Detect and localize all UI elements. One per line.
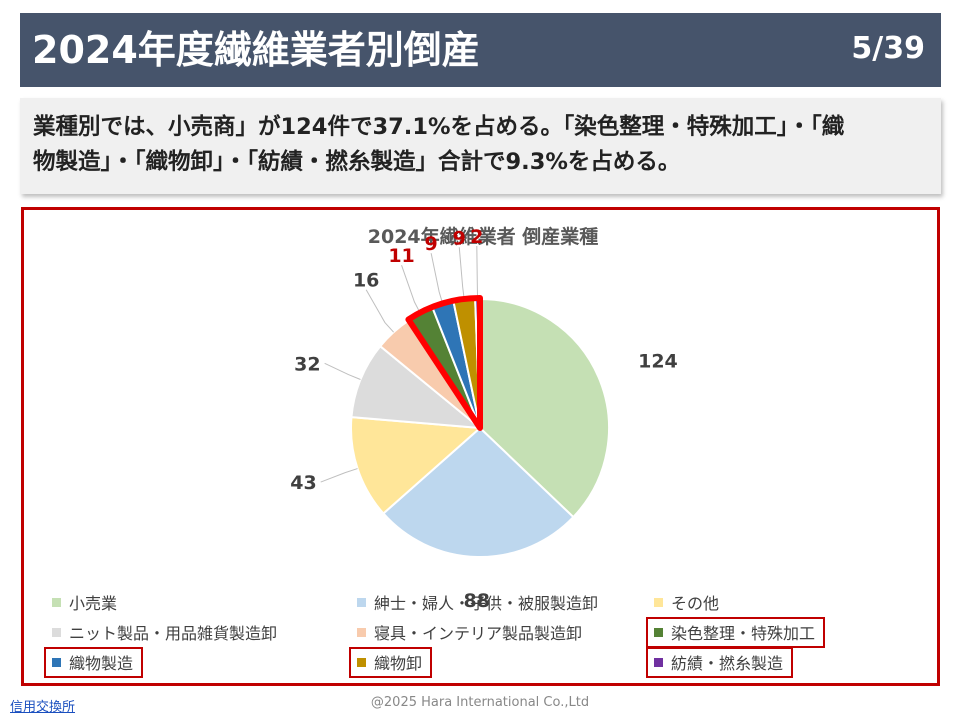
legend-item: 小売業: [52, 590, 117, 614]
page-number: 5/39: [851, 31, 925, 66]
legend-label: 小売業: [69, 594, 118, 613]
leader-line: [320, 468, 358, 483]
legend-swatch: [654, 597, 663, 607]
legend-swatch: [654, 627, 663, 637]
pie-slice: [479, 297, 610, 519]
title-bar: 2024年度繊維業者別倒産 5/39: [20, 13, 941, 87]
leader-line: [324, 362, 361, 380]
legend-swatch: [357, 627, 366, 637]
chart-title: 2024年繊維業者 倒産業種: [368, 225, 599, 248]
leader-line: [365, 289, 394, 333]
legend-item: 寝具・インテリア製品製造卸: [357, 620, 582, 644]
data-label: 9: [425, 233, 438, 255]
data-label: 2: [470, 226, 483, 248]
legend-item: 染色整理・特殊加工: [654, 620, 815, 644]
legend-swatch: [357, 597, 366, 607]
data-label: 9: [453, 227, 466, 249]
summary-line-1: 業種別では、小売商」が124件で37.1%を占める。「染色整理・特殊加工」・「織: [33, 114, 845, 140]
legend-swatch: [357, 657, 366, 667]
page-title: 2024年度繊維業者別倒産: [32, 28, 480, 72]
legend-label: 織物卸: [374, 654, 423, 673]
legend-label: その他: [671, 594, 720, 613]
legend-swatch: [52, 597, 61, 607]
legend-swatch: [52, 627, 61, 637]
pie-slice: [381, 426, 575, 558]
legend-item: ニット製品・用品雑貨製造卸: [52, 620, 277, 644]
legend-highlight-box: [646, 647, 793, 678]
source-link[interactable]: 信用交換所: [10, 700, 76, 715]
summary-box: 業種別では、小売商」が124件で37.1%を占める。「染色整理・特殊加工」・「織…: [20, 98, 941, 194]
legend-highlight-box: [44, 647, 143, 678]
copyright: @2025 Hara International Co.,Ltd: [370, 695, 590, 710]
legend-label: ニット製品・用品雑貨製造卸: [69, 624, 278, 643]
legend-label: 染色整理・特殊加工: [671, 624, 816, 643]
legend-item: 織物製造: [52, 650, 133, 674]
leader-line: [476, 246, 479, 300]
summary-text: 業種別では、小売商」が124件で37.1%を占める。「染色整理・特殊加工」・「織…: [33, 110, 933, 180]
data-label: 11: [388, 245, 414, 267]
leader-line: [401, 265, 421, 314]
data-label: 88: [464, 590, 490, 612]
data-label: 16: [353, 270, 379, 292]
pie-slice: [350, 344, 484, 430]
leader-line: [430, 253, 444, 305]
legend-item: 紳士・婦人・子供・被服製造卸: [357, 590, 598, 614]
chart-frame: 2024年繊維業者 倒産業種 124 88 43 32 16 11 9 9 2 小売業 紳士・婦人…: [21, 207, 940, 686]
legend-item: 織物卸: [357, 650, 422, 674]
legend-swatch: [52, 657, 61, 667]
data-label: 43: [290, 472, 316, 494]
legend-label: 紡績・撚糸製造: [671, 654, 784, 673]
legend-highlight-box: [646, 617, 825, 648]
legend-highlight-box: [349, 647, 432, 678]
legend-label: 紳士・婦人・子供・被服製造卸: [374, 594, 599, 613]
legend-item: その他: [654, 590, 719, 614]
legend-item: 紡績・撚糸製造: [654, 650, 783, 674]
legend-label: 織物製造: [69, 654, 134, 673]
summary-line-2: 物製造」・「織物卸」・「紡績・撚糸製造」合計で9.3%を占める。: [33, 149, 681, 175]
data-label: 124: [638, 350, 678, 372]
leader-line: [458, 247, 465, 301]
highlight-outline: [405, 295, 483, 431]
legend-swatch: [654, 657, 663, 667]
data-label: 32: [294, 353, 320, 375]
legend-label: 寝具・インテリア製品製造卸: [374, 624, 583, 643]
